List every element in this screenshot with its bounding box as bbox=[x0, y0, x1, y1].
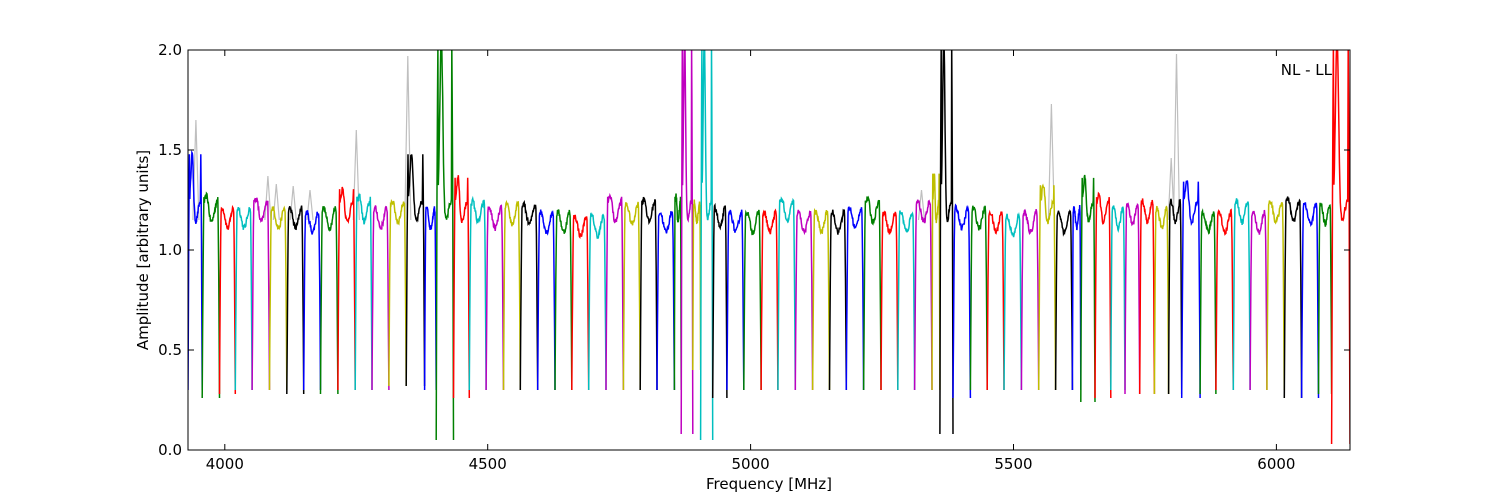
band-line bbox=[485, 204, 505, 391]
band-line bbox=[302, 210, 322, 391]
band-line bbox=[1317, 202, 1333, 395]
band-line bbox=[554, 209, 573, 391]
band-line bbox=[354, 192, 373, 391]
band-line bbox=[952, 203, 972, 399]
band-line bbox=[571, 214, 590, 391]
band-line bbox=[452, 175, 471, 399]
band-line bbox=[1167, 198, 1183, 395]
band-line bbox=[1138, 198, 1156, 395]
band-line bbox=[897, 210, 916, 391]
reference-spike bbox=[1047, 103, 1055, 221]
band-line bbox=[1153, 205, 1170, 395]
band-line bbox=[234, 206, 253, 391]
band-line bbox=[251, 197, 271, 391]
band-line bbox=[673, 193, 682, 391]
band-line bbox=[726, 209, 745, 391]
band-line bbox=[1110, 205, 1126, 391]
band-line bbox=[1330, 50, 1350, 445]
band-line bbox=[811, 207, 831, 391]
band-line bbox=[388, 199, 407, 387]
band-line bbox=[371, 204, 390, 391]
reference-spike bbox=[306, 189, 314, 221]
reference-spike bbox=[1167, 157, 1175, 221]
band-line bbox=[1020, 208, 1040, 391]
band-line bbox=[1180, 180, 1201, 399]
band-line bbox=[1054, 209, 1074, 391]
y-tick-label: 0.5 bbox=[158, 341, 182, 359]
band-line bbox=[605, 192, 625, 391]
band-line bbox=[1232, 198, 1251, 391]
band-line bbox=[1215, 208, 1235, 391]
band-line bbox=[1124, 202, 1141, 395]
band-line bbox=[622, 201, 641, 391]
x-tick-label: 5000 bbox=[732, 455, 770, 473]
band-line bbox=[1003, 211, 1023, 391]
band-line bbox=[519, 199, 539, 391]
band-line bbox=[828, 208, 848, 391]
band-line bbox=[986, 209, 1005, 391]
band-line bbox=[969, 205, 988, 391]
band-line bbox=[777, 196, 797, 391]
band-line bbox=[931, 173, 941, 391]
band-line bbox=[1266, 200, 1286, 391]
band-line bbox=[656, 211, 676, 391]
series-group bbox=[188, 50, 1350, 445]
x-tick-label: 5500 bbox=[994, 455, 1032, 473]
band-line bbox=[337, 186, 356, 391]
band-line bbox=[1071, 204, 1082, 391]
band-line bbox=[201, 191, 221, 399]
band-line bbox=[536, 209, 556, 391]
band-line bbox=[862, 195, 882, 391]
y-tick-label: 2.0 bbox=[158, 41, 182, 59]
reference-spike bbox=[352, 129, 360, 221]
band-line bbox=[405, 154, 426, 387]
band-line bbox=[188, 149, 203, 391]
y-tick-label: 0.0 bbox=[158, 441, 182, 459]
band-line bbox=[502, 199, 522, 391]
x-axis: 4000 4500 5000 5500 6000 bbox=[206, 50, 1295, 473]
band-line bbox=[1300, 202, 1320, 399]
band-line bbox=[699, 50, 714, 441]
band-line bbox=[1283, 196, 1303, 399]
band-line bbox=[218, 204, 237, 395]
band-line bbox=[587, 212, 607, 391]
y-axis-label: Amplitude [arbitrary units] bbox=[134, 150, 152, 350]
band-line bbox=[939, 50, 954, 435]
band-line bbox=[794, 209, 814, 391]
band-line bbox=[468, 195, 487, 391]
band-line bbox=[845, 205, 865, 391]
band-line bbox=[913, 199, 933, 391]
annotation-label: NL - LL bbox=[1281, 61, 1333, 79]
band-line bbox=[1080, 174, 1096, 403]
y-tick-label: 1.5 bbox=[158, 141, 182, 159]
plot-background bbox=[188, 50, 1350, 450]
band-line bbox=[423, 206, 437, 391]
band-line bbox=[743, 209, 762, 391]
y-tick-label: 1.0 bbox=[158, 241, 182, 259]
band-line bbox=[435, 50, 455, 441]
band-line bbox=[268, 205, 288, 391]
x-tick-label: 4500 bbox=[469, 455, 507, 473]
band-line bbox=[1094, 191, 1112, 399]
band-line bbox=[1199, 208, 1217, 395]
band-line bbox=[760, 208, 779, 391]
y-axis: 0.0 0.5 1.0 1.5 2.0 bbox=[158, 41, 1350, 459]
band-line bbox=[680, 50, 694, 435]
x-tick-label: 4000 bbox=[206, 455, 244, 473]
band-line bbox=[1037, 183, 1057, 391]
band-line bbox=[880, 210, 899, 391]
band-line bbox=[286, 205, 305, 395]
reference-spike bbox=[1172, 53, 1181, 221]
band-line bbox=[639, 196, 658, 391]
x-axis-label: Frequency [MHz] bbox=[706, 475, 832, 493]
band-line bbox=[319, 206, 339, 395]
band-line bbox=[1249, 209, 1268, 391]
band-line bbox=[692, 199, 702, 371]
band-line bbox=[711, 202, 728, 399]
x-tick-label: 6000 bbox=[1257, 455, 1295, 473]
